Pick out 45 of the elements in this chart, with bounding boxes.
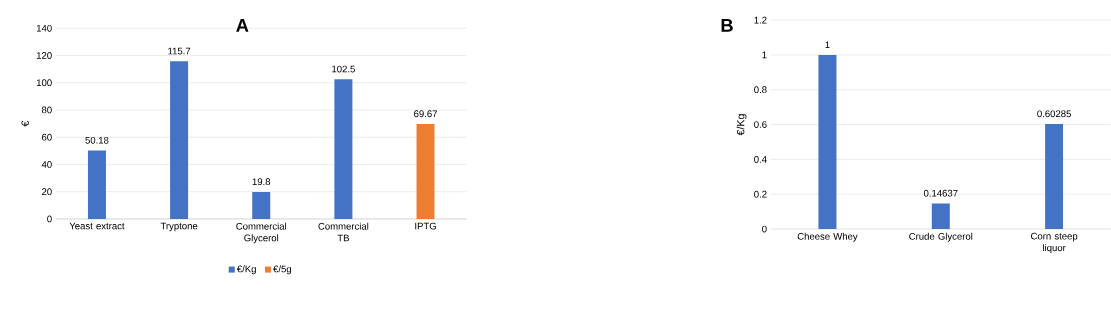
y-tick-label: 140 [36, 25, 52, 32]
bar [416, 124, 435, 220]
x-tick-label: Crude Glycerol [909, 233, 973, 242]
x-tick-label: Cheese Whey [797, 233, 858, 242]
x-tick-label: Corn steep liquor [1031, 232, 1078, 254]
data-label: 19.8 [252, 178, 271, 186]
chart-title: A [236, 19, 249, 32]
bar [252, 192, 271, 220]
y-tick-label: 0.6 [754, 121, 767, 129]
bar [1045, 124, 1064, 230]
bar [818, 55, 837, 230]
data-label: 115.7 [168, 48, 191, 55]
x-tick-label: Yeast extract [69, 222, 125, 230]
y-tick-label: 40 [41, 161, 52, 169]
bar [931, 203, 950, 230]
y-tick-label: 0 [762, 225, 767, 233]
y-axis-title: € [21, 121, 29, 127]
data-label: 102.5 [332, 65, 355, 73]
chart-title: B [721, 19, 733, 32]
y-tick-label: 100 [36, 79, 52, 87]
y-axis-title: €/Kg [736, 114, 747, 136]
data-label: 1 [825, 41, 830, 49]
y-tick-label: 0.2 [754, 191, 767, 198]
y-tick-label: 1.2 [754, 16, 767, 24]
legend-label: €/Kg [236, 265, 256, 275]
y-tick-label: 0.8 [754, 86, 767, 94]
bar [87, 150, 106, 220]
y-tick-label: 0 [47, 215, 52, 223]
y-tick-label: 60 [42, 134, 52, 141]
y-tick-label: 80 [41, 106, 52, 114]
y-tick-label: 0.4 [754, 156, 767, 163]
x-tick-label: Commercial TB [318, 222, 369, 242]
x-tick-label: IPTG [415, 222, 436, 230]
bar [334, 79, 353, 220]
y-tick-label: 120 [36, 52, 52, 60]
x-tick-label: Commercial Glycerol [236, 222, 287, 244]
data-label: 50.18 [85, 137, 109, 144]
x-tick-label: Tryptone [160, 222, 198, 232]
data-label: 0.14637 [923, 190, 958, 197]
data-label: 0.60285 [1037, 110, 1071, 118]
y-tick-label: 20 [42, 188, 52, 196]
legend-label: €/5g [273, 265, 292, 275]
y-tick-label: 1 [762, 51, 767, 59]
bar [170, 61, 189, 220]
data-label: 69.67 [414, 110, 437, 118]
